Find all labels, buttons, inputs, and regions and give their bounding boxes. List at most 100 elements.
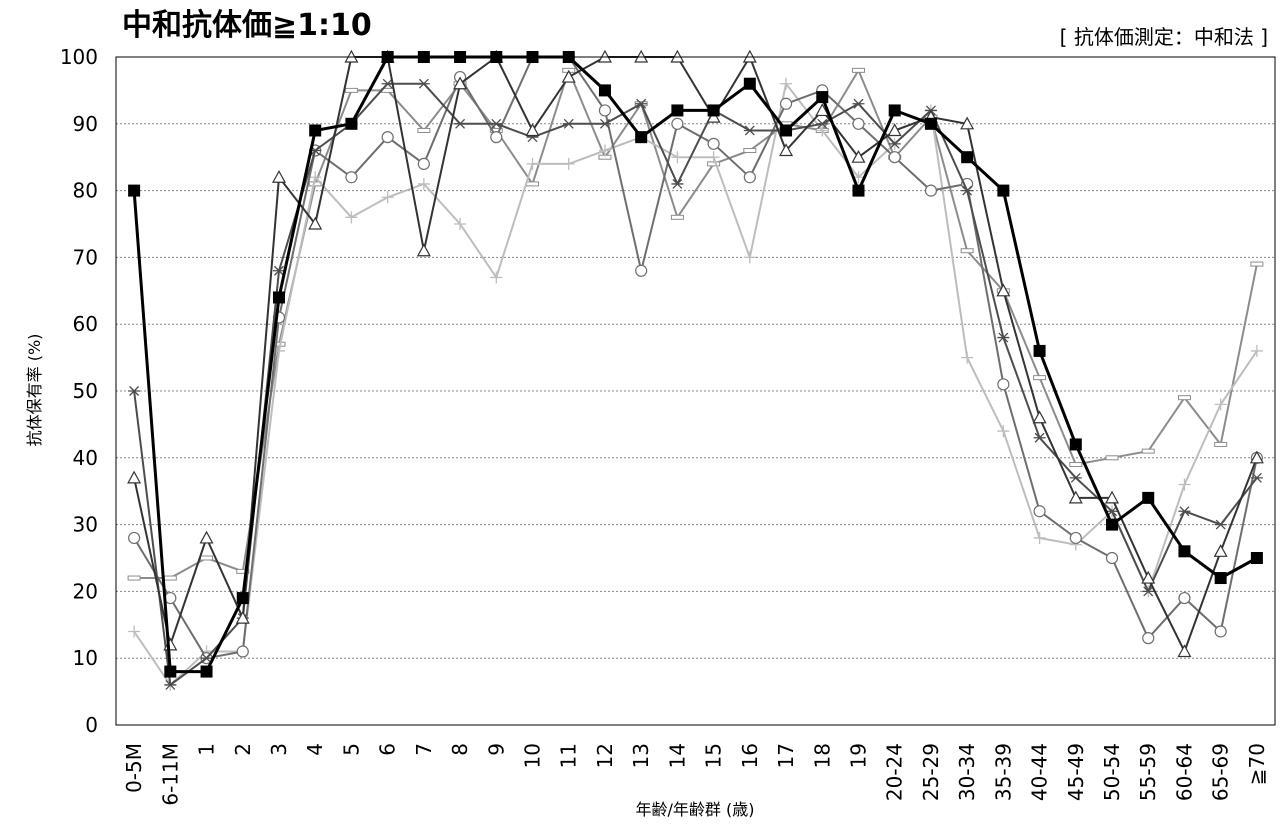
x-tick-label: 2 xyxy=(231,743,255,756)
data-point-square xyxy=(1178,545,1191,558)
data-point-asterisk xyxy=(1033,432,1046,443)
data-point-plus xyxy=(128,625,141,638)
data-point-circle xyxy=(671,117,684,130)
data-point-dash xyxy=(1250,261,1264,267)
data-point-asterisk xyxy=(200,653,213,664)
y-tick-label: 30 xyxy=(73,513,98,537)
data-point-square xyxy=(272,291,285,304)
x-tick-label: 65-69 xyxy=(1209,743,1233,801)
data-point-triangle xyxy=(561,69,576,83)
data-point-plus xyxy=(780,77,793,90)
data-point-dash xyxy=(1141,448,1155,454)
data-point-circle xyxy=(1105,551,1119,565)
data-point-asterisk xyxy=(816,118,829,129)
x-tick-label: 10 xyxy=(521,743,545,768)
data-point-circle xyxy=(635,264,648,277)
data-point-triangle xyxy=(199,530,214,544)
data-point-circle xyxy=(707,137,720,150)
x-tick-label: 25-29 xyxy=(919,743,943,801)
data-point-triangle xyxy=(1249,450,1264,464)
x-tick-label: 12 xyxy=(593,743,617,768)
data-point-asterisk xyxy=(852,98,865,109)
x-tick-label: 7 xyxy=(412,743,436,756)
x-tick-label: ≧70 xyxy=(1245,743,1269,785)
data-point-circle xyxy=(924,184,938,197)
data-point-plus xyxy=(961,351,974,364)
data-point-circle xyxy=(852,117,865,130)
data-point-triangle xyxy=(1068,490,1083,504)
data-point-asterisk xyxy=(671,178,684,189)
data-point-triangle xyxy=(127,470,142,484)
series-line xyxy=(132,55,1258,674)
data-point-square xyxy=(1214,572,1227,585)
data-point-plus xyxy=(816,124,829,137)
y-tick-label: 90 xyxy=(73,112,98,136)
data-point-triangle xyxy=(1213,544,1228,557)
plot-frame xyxy=(115,56,1276,726)
data-point-square xyxy=(1069,438,1082,451)
series-line xyxy=(134,69,1258,579)
measurement-note: [ 抗体価測定：中和法 ] xyxy=(1060,25,1268,49)
data-point-circle xyxy=(128,531,141,545)
data-point-plus xyxy=(526,157,539,170)
x-tick-label: 17 xyxy=(774,743,798,768)
data-point-square xyxy=(671,104,684,117)
x-tick-label: 4 xyxy=(303,743,327,756)
data-point-dash xyxy=(526,181,540,187)
data-point-square xyxy=(309,124,322,137)
x-tick-label: 1 xyxy=(195,743,219,756)
data-point-circle xyxy=(1178,591,1191,605)
y-tick-label: 70 xyxy=(73,245,98,269)
data-point-circle xyxy=(236,645,249,658)
data-point-triangle xyxy=(779,143,794,157)
data-point-asterisk xyxy=(164,679,177,690)
data-point-dash xyxy=(200,555,214,561)
y-tick-label: 20 xyxy=(73,579,98,603)
series-line xyxy=(133,56,1258,660)
x-tick-label: 3 xyxy=(267,743,291,756)
data-point-plus xyxy=(417,177,430,190)
data-point-plus xyxy=(309,171,322,184)
data-point-triangle xyxy=(996,283,1011,297)
data-point-plus xyxy=(1178,478,1191,491)
data-point-dash xyxy=(1033,375,1047,381)
series-line xyxy=(133,82,1258,686)
data-point-triangle xyxy=(851,149,866,163)
data-point-asterisk xyxy=(961,185,974,196)
data-point-dash xyxy=(417,127,431,133)
data-point-asterisk xyxy=(888,138,901,149)
data-point-asterisk xyxy=(1069,472,1082,483)
data-point-circle xyxy=(1142,632,1155,645)
data-point-square xyxy=(924,117,937,130)
data-point-asterisk xyxy=(1106,506,1119,517)
data-point-asterisk xyxy=(1250,472,1263,483)
data-point-square xyxy=(707,104,720,117)
data-point-triangle xyxy=(453,76,468,90)
series-line xyxy=(133,56,1258,653)
x-tick-label: 40-44 xyxy=(1028,743,1052,801)
x-tick-label: 5 xyxy=(339,743,363,756)
data-point-plus xyxy=(490,271,503,284)
data-point-dash xyxy=(960,248,974,254)
x-tick-label: 0-5M xyxy=(122,743,146,793)
data-point-square xyxy=(128,184,141,197)
series-group xyxy=(127,49,1264,691)
data-point-triangle xyxy=(271,169,286,183)
x-tick-label: 9 xyxy=(484,743,508,756)
series-circle xyxy=(128,50,1263,665)
data-point-asterisk xyxy=(743,125,756,136)
data-point-square xyxy=(1106,518,1119,531)
x-tick-label: 45-49 xyxy=(1064,743,1088,801)
y-axis-label: 抗体保有率 (%) xyxy=(25,334,44,447)
data-point-plus xyxy=(707,151,720,164)
series-asterisk xyxy=(128,78,1263,690)
data-point-circle xyxy=(1214,625,1227,638)
data-point-dash xyxy=(1177,395,1191,401)
data-point-circle xyxy=(381,131,394,144)
data-point-dash xyxy=(344,87,358,93)
x-tick-label: 8 xyxy=(448,743,472,756)
x-tick-label: 6-11M xyxy=(158,743,182,806)
data-point-dash xyxy=(743,148,757,154)
data-point-plus xyxy=(1250,344,1263,357)
